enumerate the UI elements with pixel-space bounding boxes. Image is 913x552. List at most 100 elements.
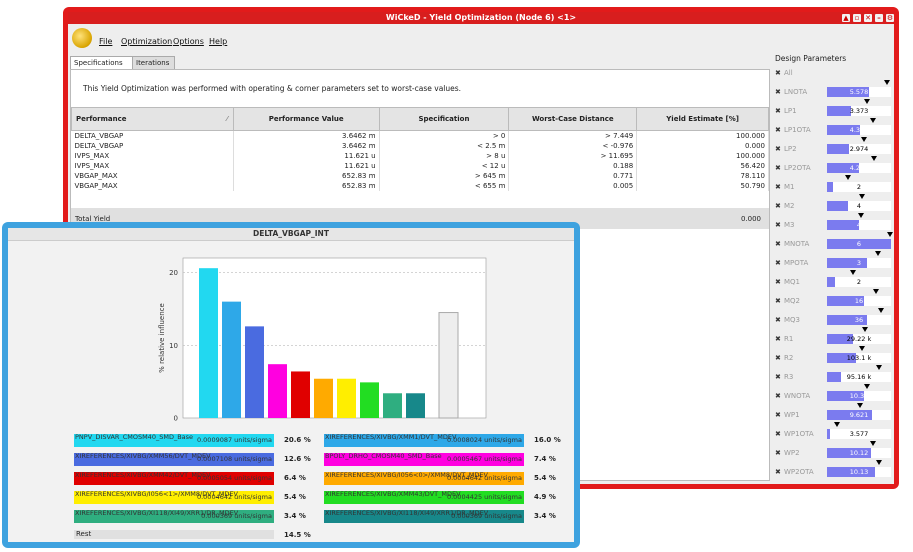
close-icon[interactable]: ✖	[775, 297, 781, 305]
dp-marker-icon[interactable]	[886, 232, 893, 237]
menu-options[interactable]: Options	[173, 37, 204, 46]
close-icon[interactable]: ✖	[775, 88, 781, 96]
bar[interactable]	[291, 371, 310, 418]
dp-slider[interactable]: 9.621	[827, 403, 891, 420]
table-row[interactable]: DELTA_VBGAP 3.6462 m < 2.5 m < -0.976 0.000	[71, 141, 769, 151]
dp-row-m1[interactable]: ✖ M1 2	[771, 175, 893, 198]
col-header-performance[interactable]: Performance ⁄	[71, 107, 234, 131]
chart-window-title[interactable]: DELTA_VBGAP_INT	[8, 228, 574, 241]
legend-item[interactable]: XIREFERENCES/XIVBG/I056<0>/XMM8/DVT_MDEV…	[324, 472, 524, 485]
dp-row-r1[interactable]: ✖ R1 29.22 k	[771, 327, 893, 350]
window-titlebar[interactable]: WiCkeD - Yield Optimization (Node 6) <1>…	[68, 12, 894, 24]
legend-item[interactable]: XIREFERENCES/XIVBG/I056<1>/XMM8/DVT_MDEV…	[74, 491, 274, 504]
dp-marker-icon[interactable]	[870, 441, 877, 446]
dp-marker-icon[interactable]	[863, 99, 870, 104]
dp-slider[interactable]: 10.13	[827, 460, 891, 477]
dp-marker-icon[interactable]	[857, 213, 864, 218]
legend-item[interactable]: BPOLY_DRHO_CMOSM40_SMD_Base 0.0005467 uni…	[324, 453, 524, 466]
close-icon[interactable]: ✖	[775, 392, 781, 400]
dp-slider[interactable]: 29.22 k	[827, 327, 891, 344]
close-icon[interactable]: ✖	[775, 373, 781, 381]
dp-row-mpota[interactable]: ✖ MPOTA 3	[771, 251, 893, 274]
menu-file[interactable]: File	[99, 37, 113, 46]
col-header-specification[interactable]: Specification	[378, 107, 510, 131]
dp-slider[interactable]: 2.974	[827, 137, 891, 154]
close-icon[interactable]: ✖	[775, 240, 781, 248]
dp-slider[interactable]: 95.16 k	[827, 365, 891, 382]
dp-marker-icon[interactable]	[863, 384, 870, 389]
close-icon[interactable]: ✖	[775, 411, 781, 419]
close-icon[interactable]: ✕	[864, 14, 872, 22]
close-icon[interactable]: ✖	[775, 335, 781, 343]
dp-row-lp1ota[interactable]: ✖ LP1OTA 4.357	[771, 118, 893, 141]
legend-item[interactable]: XIREFERENCES/XIVBG/XI118/XI49/XRR1/DR_MD…	[324, 510, 524, 523]
dp-marker-icon[interactable]	[861, 137, 868, 142]
col-header-worst-case-distance[interactable]: Worst-Case Distance	[508, 107, 638, 131]
dp-slider[interactable]: 10.37	[827, 384, 891, 401]
close-icon[interactable]: ✖	[775, 430, 781, 438]
dp-row-mq1[interactable]: ✖ MQ1 2	[771, 270, 893, 293]
dp-row-wp1ota[interactable]: ✖ WP1OTA 3.577	[771, 422, 893, 445]
bar[interactable]	[383, 393, 402, 418]
tab-specifications[interactable]: Specifications	[70, 56, 133, 69]
menu-help[interactable]: Help	[209, 37, 228, 46]
close-icon[interactable]: ✖	[775, 164, 781, 172]
dp-marker-icon[interactable]	[870, 118, 877, 123]
close-icon[interactable]: ✖	[775, 316, 781, 324]
bar[interactable]	[314, 378, 333, 418]
dp-row-mnota[interactable]: ✖ MNOTA 6	[771, 232, 893, 255]
dp-slider[interactable]: 10.12	[827, 441, 891, 458]
dp-slider[interactable]: 4	[827, 213, 891, 230]
col-header-performance-value[interactable]: Performance Value	[232, 107, 380, 131]
dp-row-mq3[interactable]: ✖ MQ3 36	[771, 308, 893, 331]
table-row[interactable]: VBGAP_MAX 652.83 m > 645 m 0.771 78.110	[71, 171, 769, 181]
dp-marker-icon[interactable]	[883, 80, 890, 85]
dp-marker-icon[interactable]	[833, 422, 840, 427]
dp-marker-icon[interactable]	[872, 289, 879, 294]
legend-item[interactable]: XIREFERENCES/XIVBG/XMM43/DVT_MDEV 0.00044…	[324, 491, 524, 504]
table-row[interactable]: DELTA_VBGAP 3.6462 m > 0 > 7.449 100.000	[71, 130, 769, 141]
close-icon[interactable]: ✖	[775, 468, 781, 476]
tab-iterations[interactable]: Iterations	[132, 56, 175, 69]
legend-item[interactable]: XIREFERENCES/XIVBG/XMM1/DVT_MDEV 0.000802…	[324, 434, 524, 447]
legend-item[interactable]: XIREFERENCES/XIVBG/XMM56/DVT_MDEV 0.00071…	[74, 453, 274, 466]
close-icon[interactable]: ✖	[775, 354, 781, 362]
minimize-icon[interactable]: –	[875, 14, 883, 22]
dp-slider[interactable]: 4	[827, 194, 891, 211]
legend-item[interactable]: XIREFERENCES/XIVBG/XMM42/DVT_MDEV 0.00050…	[74, 472, 274, 485]
dp-slider[interactable]: 3.577	[827, 422, 891, 439]
close-icon[interactable]: ✖	[775, 145, 781, 153]
dp-marker-icon[interactable]	[871, 156, 878, 161]
dp-slider[interactable]: 3	[827, 251, 891, 268]
dp-marker-icon[interactable]	[862, 327, 869, 332]
dp-row-mq2[interactable]: ✖ MQ2 16	[771, 289, 893, 312]
close-icon[interactable]: ✖	[775, 202, 781, 210]
restore-icon[interactable]: ▫	[853, 14, 861, 22]
dp-slider[interactable]: 3.373	[827, 99, 891, 116]
dp-marker-icon[interactable]	[857, 403, 864, 408]
dp-row-lp1[interactable]: ✖ LP1 3.373	[771, 99, 893, 122]
dp-marker-icon[interactable]	[876, 365, 883, 370]
bar[interactable]	[438, 312, 459, 419]
dp-row-m2[interactable]: ✖ M2 4	[771, 194, 893, 217]
dp-slider[interactable]: 2	[827, 270, 891, 287]
dp-row-wnota[interactable]: ✖ WNOTA 10.37	[771, 384, 893, 407]
close-icon[interactable]: ✖	[775, 183, 781, 191]
close-icon[interactable]: ✖	[775, 69, 781, 77]
dp-row-wp1[interactable]: ✖ WP1 9.621	[771, 403, 893, 426]
dp-marker-icon[interactable]	[878, 308, 885, 313]
dp-slider[interactable]: 4.357	[827, 118, 891, 135]
dp-marker-icon[interactable]	[875, 251, 882, 256]
dp-marker-icon[interactable]	[876, 460, 883, 465]
dp-row-all[interactable]: ✖ All	[771, 65, 893, 84]
dp-marker-icon[interactable]	[849, 270, 856, 275]
table-row[interactable]: IVPS_MAX 11.621 u < 12 u 0.188 56.420	[71, 161, 769, 171]
close-icon[interactable]: ✖	[775, 259, 781, 267]
settings-icon[interactable]: ⚙	[886, 14, 894, 22]
dp-row-wp2[interactable]: ✖ WP2 10.12	[771, 441, 893, 464]
close-icon[interactable]: ✖	[775, 107, 781, 115]
dp-slider[interactable]: 36	[827, 308, 891, 325]
dp-marker-icon[interactable]	[845, 175, 852, 180]
sort-icon[interactable]: ⁄	[226, 115, 228, 123]
dp-slider[interactable]: 16	[827, 289, 891, 306]
